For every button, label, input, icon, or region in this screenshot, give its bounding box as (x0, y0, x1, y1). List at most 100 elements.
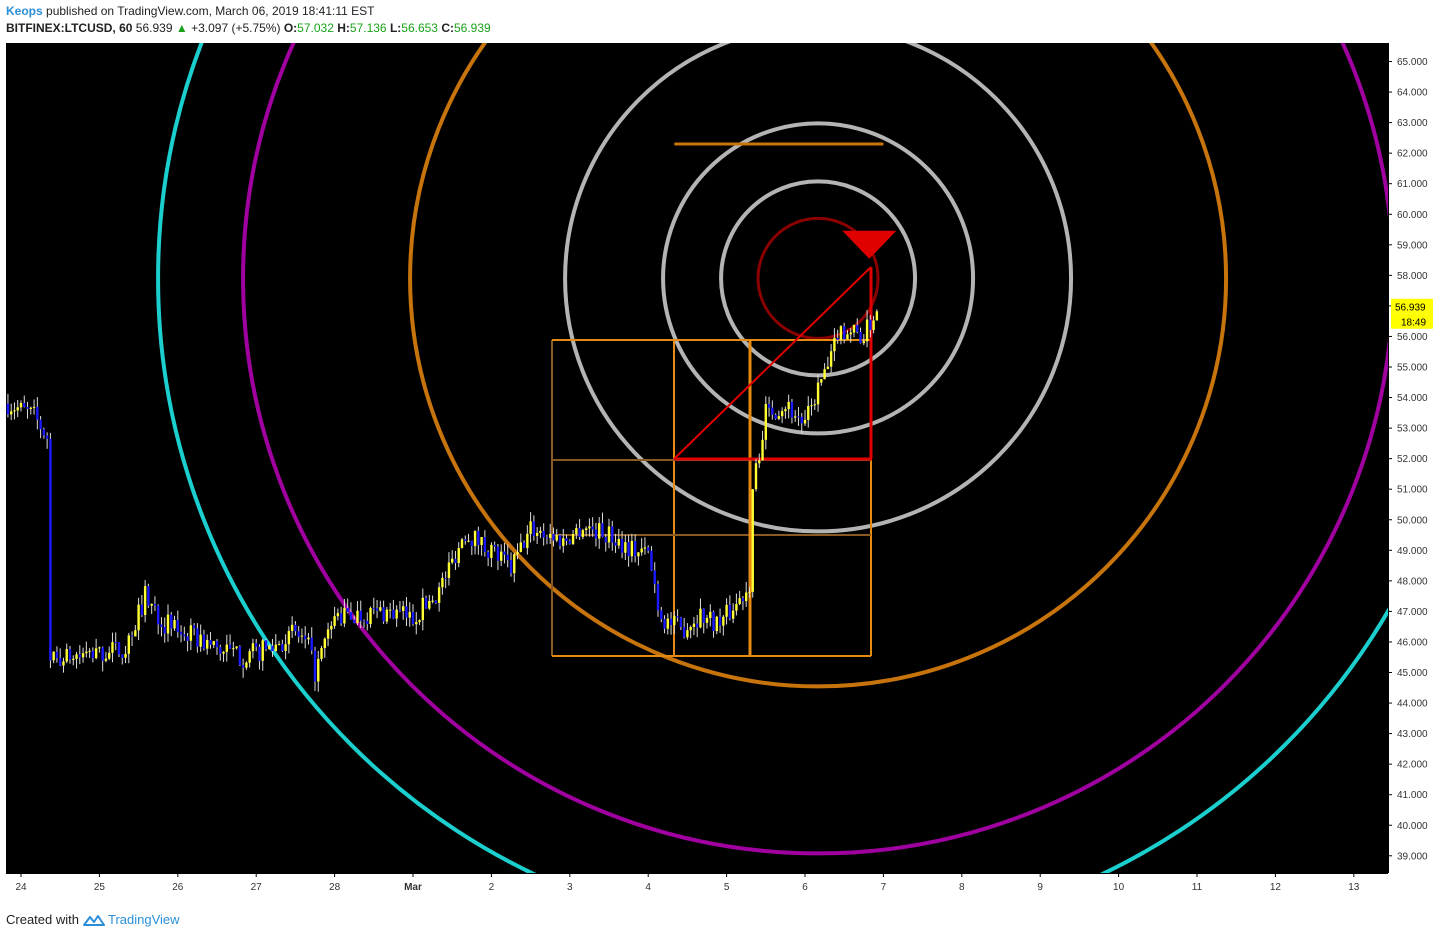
candle (653, 562, 656, 593)
candle (532, 515, 536, 541)
red-diagonal-line (673, 266, 872, 460)
candle (630, 533, 634, 563)
candle (124, 645, 127, 664)
candle (108, 646, 111, 661)
candle (88, 648, 91, 658)
candle (359, 600, 362, 629)
candle (111, 632, 114, 663)
candle (330, 621, 333, 639)
candle (509, 552, 513, 577)
candle (91, 647, 95, 663)
price-axis[interactable]: 65.000 64.000 63.000 62.000 61.000 60.000 59.0… (1388, 43, 1433, 873)
candle (581, 528, 585, 540)
candle (620, 531, 624, 559)
x-tick-label: 27 (251, 882, 263, 893)
candle (258, 644, 261, 670)
candle (712, 610, 715, 638)
candle (104, 651, 108, 663)
x-tick-label: 13 (1348, 882, 1360, 893)
y-tick-label: 53.000 (1397, 424, 1428, 435)
candle (238, 645, 242, 666)
candle (160, 617, 163, 637)
candle (186, 632, 189, 652)
x-tick-label: 5 (724, 882, 730, 893)
candle (500, 544, 503, 567)
candle (457, 542, 460, 568)
candle (852, 324, 856, 338)
last-price: 56.939 (135, 21, 173, 35)
candle (718, 608, 722, 633)
candle (366, 612, 369, 631)
candle (36, 397, 39, 430)
candle (682, 617, 686, 639)
candle (32, 399, 36, 415)
candle (849, 328, 852, 343)
candle (506, 544, 509, 568)
candle (594, 522, 598, 547)
candle (23, 395, 26, 408)
candle (245, 661, 248, 670)
candle (127, 632, 130, 664)
candle (307, 632, 310, 645)
candle (235, 646, 238, 650)
y-tick-label: 43.000 (1397, 729, 1428, 740)
candle (869, 315, 872, 338)
candle (13, 402, 16, 420)
candle (300, 628, 304, 644)
x-tick-label: 8 (959, 882, 965, 893)
candle (392, 599, 395, 620)
y-tick-label: 56.000 (1397, 332, 1428, 343)
candle (627, 534, 630, 567)
candle (6, 393, 10, 418)
candle (137, 597, 140, 641)
candle (157, 604, 160, 635)
candle (398, 601, 402, 613)
candle (10, 403, 13, 421)
high-label: H: (337, 21, 350, 35)
high-value: 57.136 (349, 21, 387, 35)
candle (666, 613, 669, 635)
candle (441, 572, 444, 595)
candle (206, 634, 209, 655)
y-tick-label: 48.000 (1397, 576, 1428, 587)
candle (584, 526, 588, 537)
candle (578, 519, 581, 540)
low-value: 56.653 (401, 21, 438, 35)
candle (199, 624, 202, 652)
candle (356, 601, 359, 625)
candle (470, 540, 473, 556)
low-label: L: (389, 21, 402, 35)
candle (496, 543, 500, 571)
tradingview-brand-link[interactable]: TradingView (107, 912, 180, 927)
candle (94, 638, 98, 660)
candle (663, 615, 666, 634)
candle (421, 588, 424, 631)
author-name[interactable]: Keops (6, 4, 43, 18)
y-tick-label: 64.000 (1397, 88, 1428, 99)
candle (140, 594, 144, 618)
price-chart[interactable]: 65.000 64.000 63.000 62.000 61.000 60.000 59.0… (6, 43, 1440, 901)
candle (764, 396, 767, 450)
candle (255, 638, 258, 652)
candle (660, 606, 663, 623)
candle (774, 413, 777, 420)
candle (692, 616, 696, 636)
candle (382, 600, 385, 624)
y-tick-label: 59.000 (1397, 240, 1428, 251)
candle (617, 528, 620, 549)
candle (261, 638, 264, 671)
candle (323, 637, 326, 658)
candle (829, 344, 833, 373)
last-price-label: 56.939 (1395, 302, 1426, 313)
y-tick-label: 44.000 (1397, 699, 1428, 710)
candle (865, 310, 869, 348)
candle (705, 615, 709, 629)
candle (823, 363, 826, 380)
time-axis[interactable]: 24 25 26 27 28 Mar 2 3 4 5 6 7 8 9 10 11 12 13 (6, 873, 1388, 893)
candle (228, 634, 232, 650)
candle (241, 658, 245, 678)
candle (813, 399, 816, 410)
candle (320, 645, 323, 662)
sell-triangle-marker[interactable] (842, 230, 897, 259)
candle (16, 400, 19, 418)
